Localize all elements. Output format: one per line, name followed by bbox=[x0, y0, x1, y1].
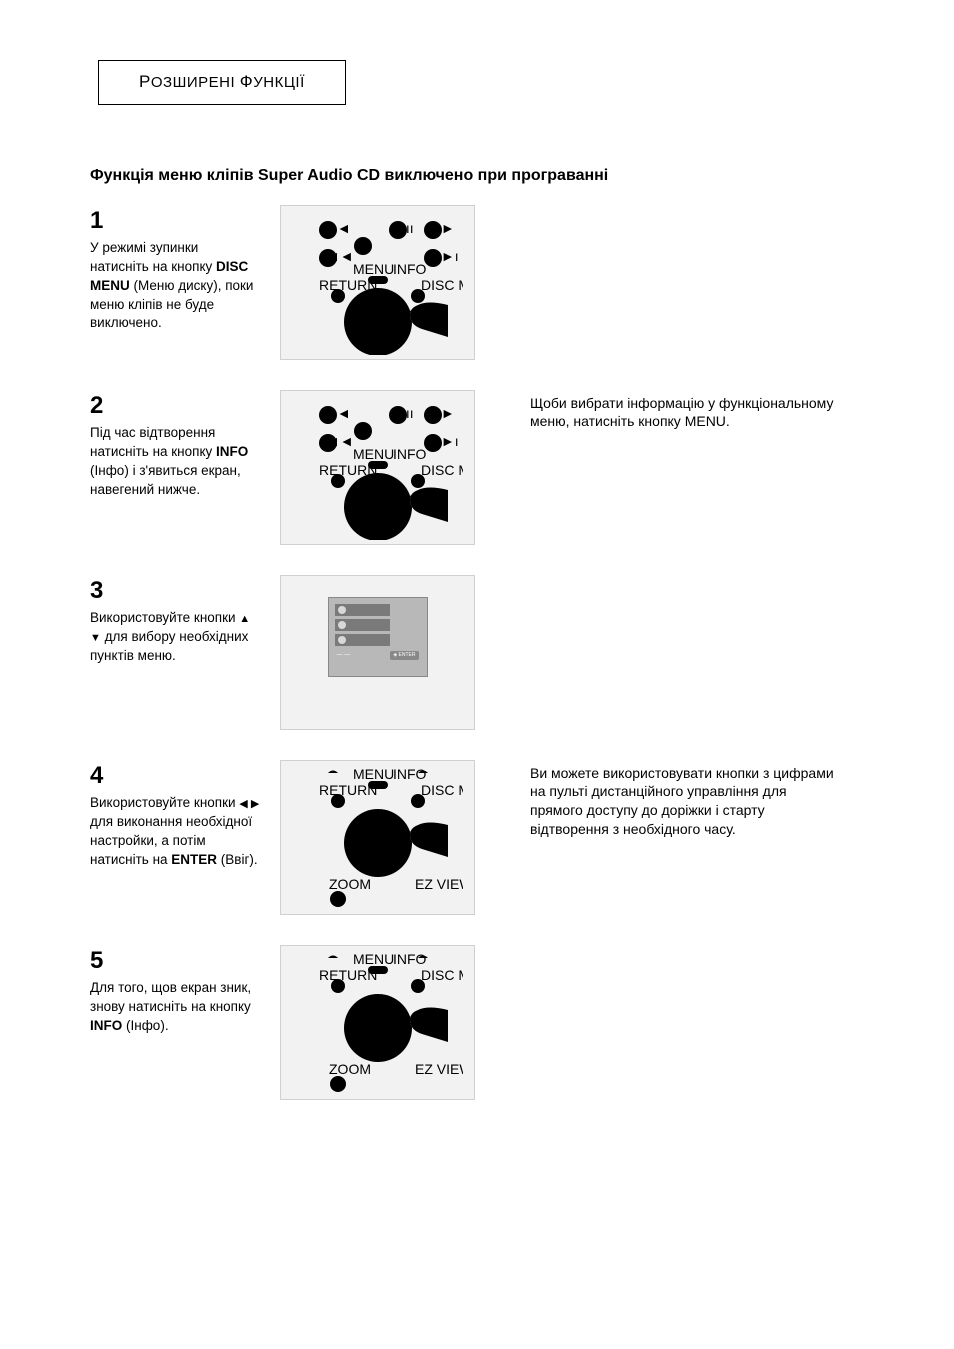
illustration-box bbox=[280, 945, 475, 1100]
step-number: 2 bbox=[90, 390, 260, 422]
remote-icon bbox=[293, 950, 463, 1095]
step-row: 5Для того, щов екран зник, знову натисні… bbox=[90, 945, 864, 1100]
step-number: 5 bbox=[90, 945, 260, 977]
section-header: РОЗШИРЕНІ ФУНКЦІЇ bbox=[98, 60, 346, 105]
step-text-col: 5Для того, щов екран зник, знову натисні… bbox=[90, 945, 260, 1036]
step-row: 3Використовуйте кнопки ▲ ▼ для вибору не… bbox=[90, 575, 864, 730]
step-number: 4 bbox=[90, 760, 260, 792]
step-side-note: Ви можете використовувати кнопки з цифра… bbox=[500, 760, 840, 840]
remote-icon bbox=[293, 210, 463, 355]
illustration-box bbox=[280, 205, 475, 360]
step-illustration-col: — —◈ ENTER bbox=[280, 575, 480, 730]
step-text-col: 2Під час відтворення натисніть на кнопку… bbox=[90, 390, 260, 500]
illustration-box: — —◈ ENTER bbox=[280, 575, 475, 730]
step-text: Використовуйте кнопки ◀ ▶ для виконання … bbox=[90, 794, 260, 870]
step-illustration-col bbox=[280, 945, 480, 1100]
step-text-col: 3Використовуйте кнопки ▲ ▼ для вибору не… bbox=[90, 575, 260, 666]
step-text-col: 4Використовуйте кнопки ◀ ▶ для виконання… bbox=[90, 760, 260, 870]
step-number: 3 bbox=[90, 575, 260, 607]
step-side-note: Щоби вибрати інформацію у функціональном… bbox=[500, 390, 840, 432]
step-row: 2Під час відтворення натисніть на кнопку… bbox=[90, 390, 864, 545]
step-text: Використовуйте кнопки ▲ ▼ для вибору нео… bbox=[90, 609, 260, 666]
remote-icon bbox=[293, 765, 463, 910]
step-row: 1У режимі зупинки натисніть на кнопку DI… bbox=[90, 205, 864, 360]
step-text: Під час відтворення натисніть на кнопку … bbox=[90, 424, 260, 500]
step-illustration-col bbox=[280, 205, 480, 360]
page-subheading: Функція меню кліпів Super Audio CD виклю… bbox=[90, 165, 864, 187]
step-illustration-col bbox=[280, 390, 480, 545]
step-text-col: 1У режимі зупинки натисніть на кнопку DI… bbox=[90, 205, 260, 334]
illustration-box bbox=[280, 760, 475, 915]
step-text: У режимі зупинки натисніть на кнопку DIS… bbox=[90, 239, 260, 333]
step-illustration-col bbox=[280, 760, 480, 915]
steps-container: 1У режимі зупинки натисніть на кнопку DI… bbox=[90, 205, 864, 1100]
screen-mock-icon: — —◈ ENTER bbox=[328, 597, 428, 677]
step-number: 1 bbox=[90, 205, 260, 237]
section-header-title: РОЗШИРЕНІ ФУНКЦІЇ bbox=[139, 74, 305, 91]
illustration-box bbox=[280, 390, 475, 545]
step-text: Для того, щов екран зник, знову натисніт… bbox=[90, 979, 260, 1036]
step-row: 4Використовуйте кнопки ◀ ▶ для виконання… bbox=[90, 760, 864, 915]
remote-icon bbox=[293, 395, 463, 540]
